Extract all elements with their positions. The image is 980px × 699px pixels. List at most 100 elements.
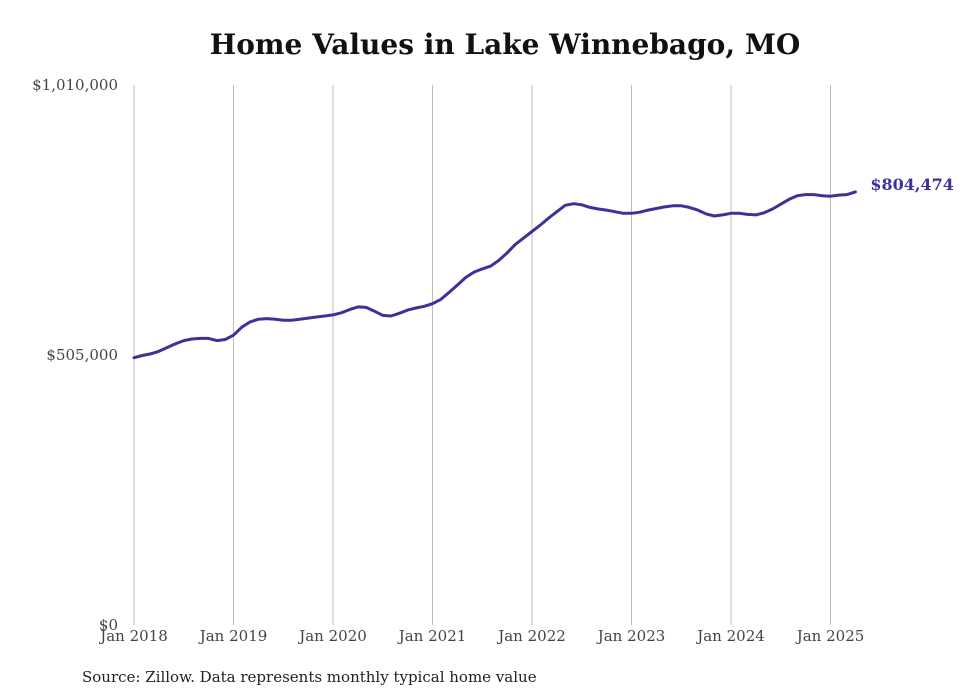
data-point xyxy=(837,193,840,197)
data-point xyxy=(406,308,409,312)
data-point xyxy=(754,213,758,217)
data-point xyxy=(190,337,194,341)
data-point xyxy=(787,198,791,201)
data-point xyxy=(306,316,310,320)
data-point xyxy=(265,317,268,320)
data-point xyxy=(580,203,583,206)
data-point xyxy=(182,339,185,342)
data-point xyxy=(564,204,567,207)
data-point xyxy=(680,204,683,207)
data-point xyxy=(713,214,716,218)
series-line xyxy=(132,190,857,360)
gridlines xyxy=(133,85,831,625)
data-point xyxy=(447,291,451,294)
data-point xyxy=(199,337,202,340)
data-point xyxy=(365,306,368,309)
data-point xyxy=(646,208,650,212)
chart-title: Home Values in Lake Winnebago, MO xyxy=(209,28,801,61)
data-point xyxy=(248,320,252,324)
data-point xyxy=(613,210,617,213)
data-point xyxy=(663,205,666,209)
data-point xyxy=(174,342,177,345)
data-point xyxy=(389,314,393,318)
data-point xyxy=(290,319,293,322)
data-point xyxy=(224,338,227,341)
series-layer xyxy=(132,190,857,360)
data-point xyxy=(232,334,235,337)
source-note: Source: Zillow. Data represents monthly … xyxy=(82,668,537,686)
x-axis-ticks: Jan 2018 Jan 2019 Jan 2020 Jan 2021 Jan 2022… xyxy=(98,627,864,645)
data-point xyxy=(141,354,144,357)
data-point xyxy=(505,251,509,255)
x-tick-label: Jan 2023 xyxy=(596,627,666,645)
data-point xyxy=(771,207,774,211)
data-point xyxy=(456,283,459,287)
data-point xyxy=(240,326,243,329)
x-tick-label: Jan 2018 xyxy=(98,627,168,645)
data-point xyxy=(854,190,857,194)
data-point xyxy=(522,236,525,240)
y-axis-ticks: $0 $505,000 $1,010,000 xyxy=(32,76,118,634)
data-point xyxy=(331,313,335,317)
data-point xyxy=(738,212,741,215)
data-point xyxy=(207,337,210,340)
x-tick-label: Jan 2021 xyxy=(397,627,467,645)
data-point xyxy=(472,270,476,274)
data-point xyxy=(323,314,326,318)
data-point xyxy=(696,208,699,212)
x-tick-label: Jan 2022 xyxy=(496,627,566,645)
data-point xyxy=(622,212,625,215)
data-point xyxy=(804,193,807,196)
data-point xyxy=(514,243,517,246)
x-tick-label: Jan 2019 xyxy=(198,627,268,645)
data-point xyxy=(215,339,219,342)
data-point xyxy=(149,352,152,356)
data-point xyxy=(282,319,285,322)
data-point xyxy=(572,202,575,205)
data-point xyxy=(746,213,749,216)
data-point xyxy=(431,302,434,305)
data-point xyxy=(555,210,559,213)
data-point xyxy=(464,276,467,279)
y-tick-label: $1,010,000 xyxy=(32,76,118,94)
data-point xyxy=(481,267,484,271)
data-point xyxy=(721,213,724,217)
data-point xyxy=(812,193,816,196)
y-tick-label: $0 xyxy=(99,616,118,634)
data-point xyxy=(381,314,384,317)
data-point xyxy=(729,212,733,215)
data-point xyxy=(348,308,351,311)
data-point xyxy=(597,207,600,211)
x-tick-label: Jan 2025 xyxy=(795,627,865,645)
data-point xyxy=(630,212,633,215)
y-tick-label: $505,000 xyxy=(46,346,118,364)
data-point xyxy=(688,206,691,209)
data-point xyxy=(439,298,442,301)
data-point xyxy=(638,211,641,214)
data-point xyxy=(398,312,401,315)
data-point xyxy=(157,350,161,353)
data-point xyxy=(298,318,301,321)
data-point xyxy=(489,265,492,268)
data-point xyxy=(547,216,550,220)
data-point xyxy=(796,194,799,197)
data-point xyxy=(539,223,542,227)
data-point xyxy=(132,356,136,359)
data-point xyxy=(605,208,608,212)
data-point xyxy=(273,318,277,321)
data-point xyxy=(763,211,766,214)
data-point xyxy=(588,206,592,209)
data-point xyxy=(704,212,708,216)
data-point xyxy=(414,306,418,310)
data-point xyxy=(530,230,534,233)
data-point xyxy=(166,346,169,349)
data-point xyxy=(356,305,360,309)
data-point xyxy=(423,305,426,308)
x-tick-label: Jan 2020 xyxy=(297,627,367,645)
data-point xyxy=(315,315,318,319)
data-point xyxy=(655,207,658,210)
data-point xyxy=(779,203,782,206)
data-point xyxy=(257,318,260,321)
end-value-label: $804,474 xyxy=(870,175,954,194)
